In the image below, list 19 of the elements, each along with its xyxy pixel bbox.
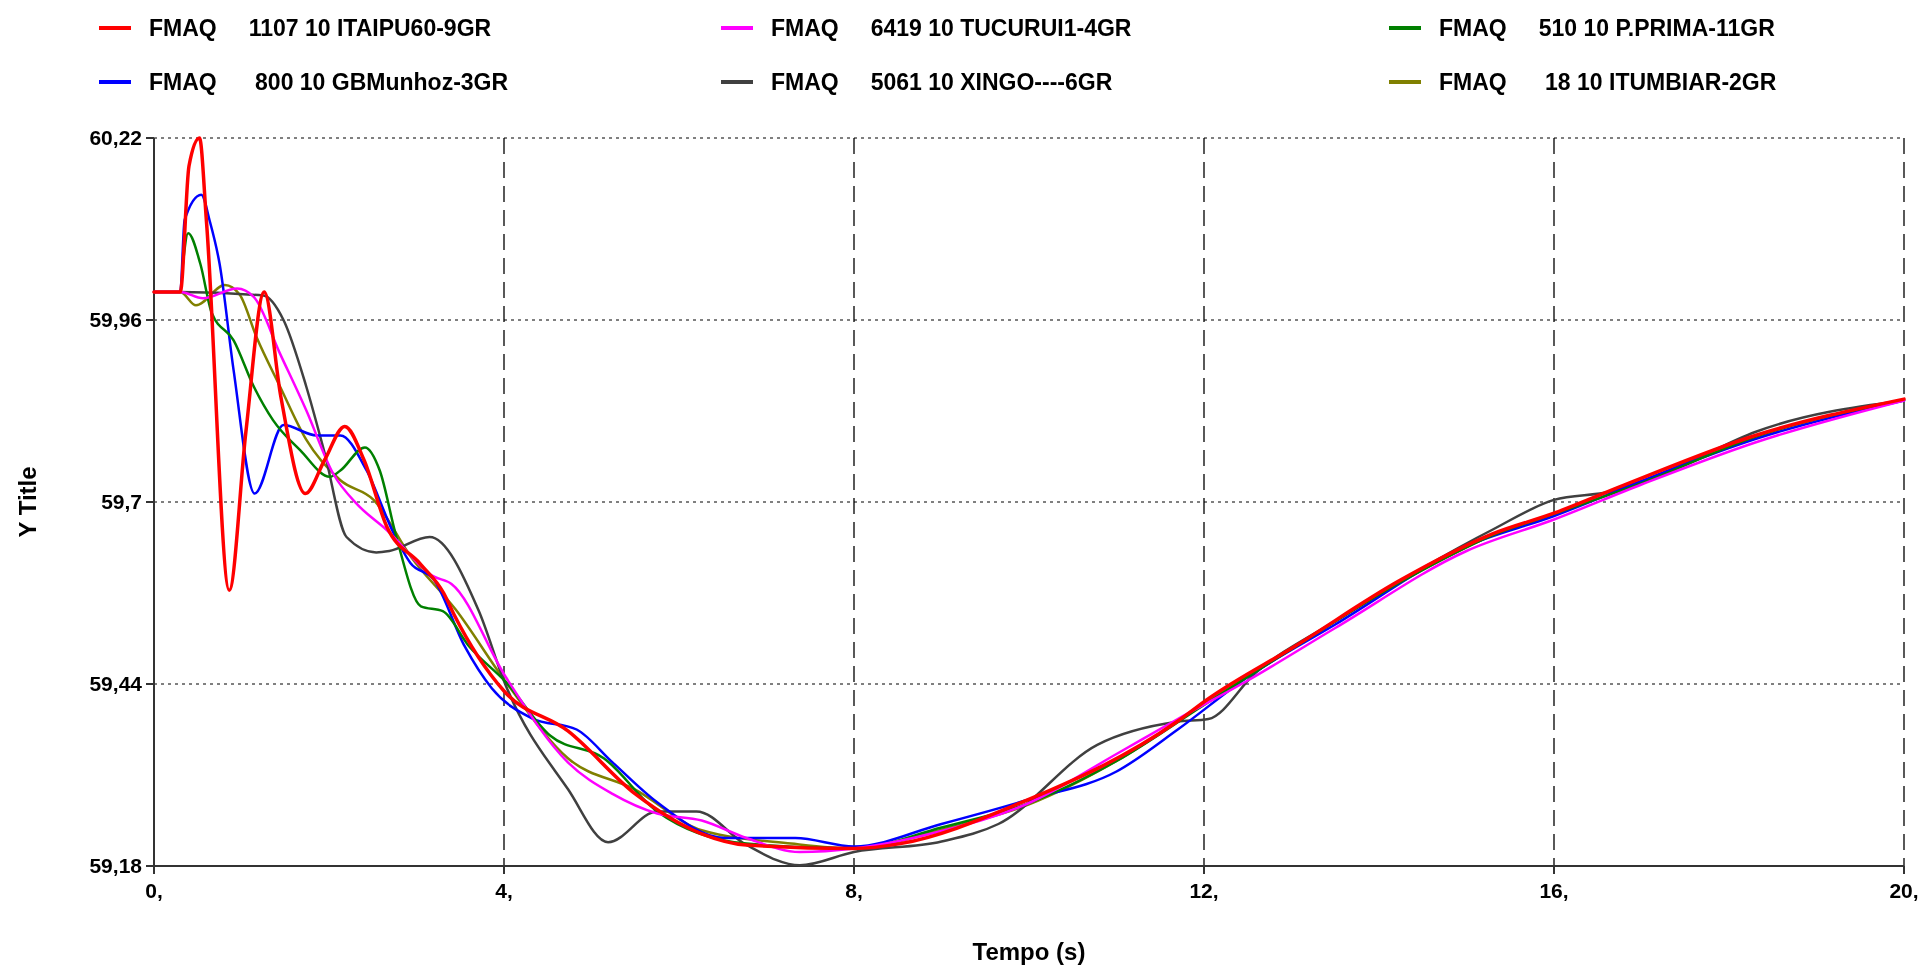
legend-label: FMAQ 1107 10 ITAIPU60-9GR [149, 15, 492, 42]
y-tick-label: 59,96 [89, 308, 142, 332]
legend-label: FMAQ 5061 10 XINGO----6GR [771, 69, 1113, 96]
legend-label: FMAQ 510 10 P.PRIMA-11GR [1439, 15, 1776, 42]
legend-label: FMAQ 6419 10 TUCURUI1-4GR [771, 15, 1132, 42]
x-tick-label: 16, [1539, 879, 1569, 902]
y-tick-label: 59,7 [101, 490, 142, 514]
legend-label: FMAQ 18 10 ITUMBIAR-2GR [1439, 69, 1777, 96]
y-axis-title: Y Title [14, 466, 41, 538]
x-axis-title: Tempo (s) [972, 938, 1086, 965]
legend-label: FMAQ 800 10 GBMunhoz-3GR [149, 69, 509, 96]
x-tick-label: 8, [845, 879, 863, 902]
x-tick-label: 20, [1889, 879, 1919, 902]
x-tick-label: 12, [1189, 879, 1219, 902]
x-tick-label: 0, [145, 879, 163, 902]
y-tick-label: 59,18 [89, 854, 143, 878]
y-tick-label: 60,22 [89, 126, 142, 150]
x-tick-label: 4, [495, 879, 513, 902]
y-tick-label: 59,44 [89, 672, 143, 696]
